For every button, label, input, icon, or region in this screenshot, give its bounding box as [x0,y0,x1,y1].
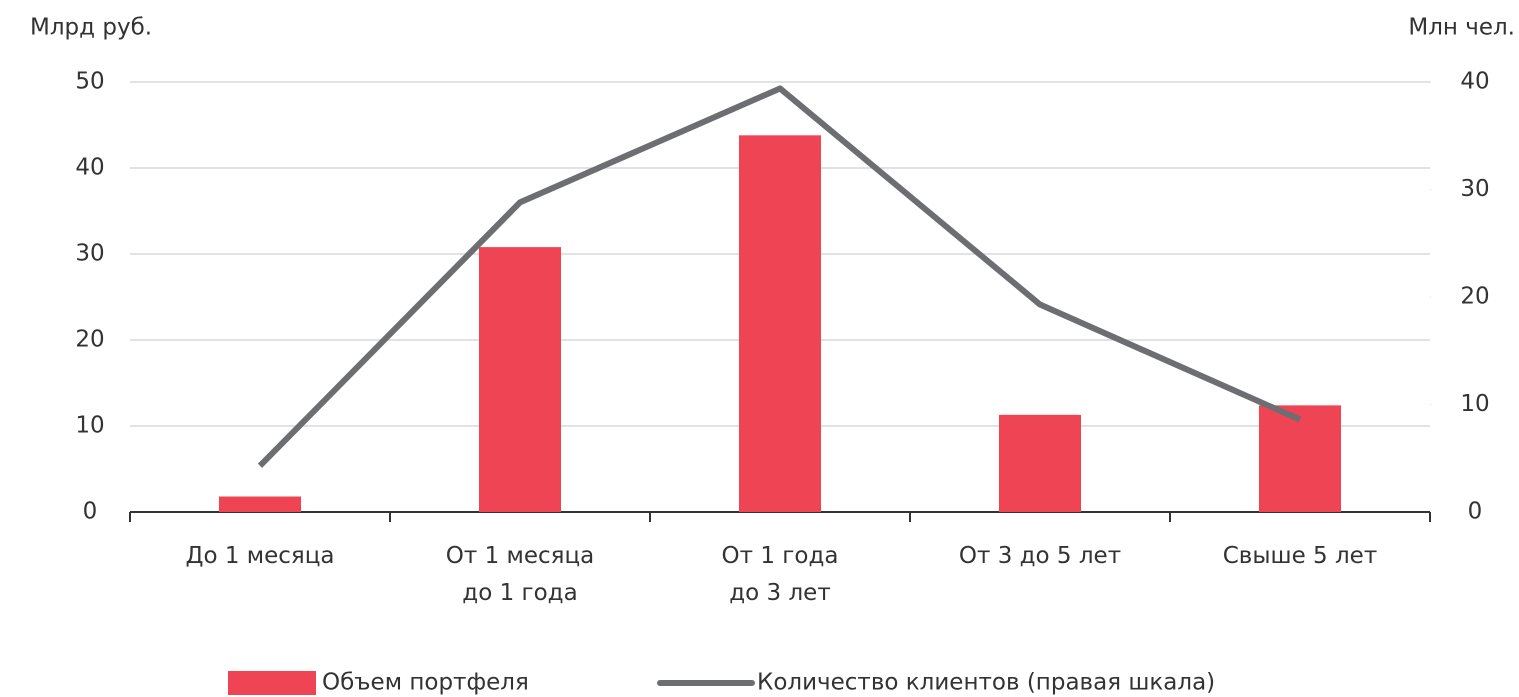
bar [219,496,301,512]
legend-label: Объем портфеля [322,670,529,696]
y2-tick-label: 10 [1460,391,1489,417]
y2-tick-label: 40 [1460,69,1489,95]
x-tick-label: От 1 месяца до 1 года [445,543,595,606]
y2-axis-label: Млн чел. [1408,15,1515,41]
bar [739,135,821,512]
legend-swatch [228,671,316,695]
x-tick-label: До 1 месяца [185,543,335,569]
x-tick-label: Свыше 5 лет [1222,543,1378,569]
y-tick-label: 20 [75,327,104,353]
bar [999,414,1081,512]
y-tick-label: 30 [75,241,104,267]
y-axis-label: Млрд руб. [30,15,152,41]
y2-tick-label: 20 [1460,284,1489,310]
bar [1259,405,1341,512]
y2-tick-label: 30 [1460,176,1489,202]
x-tick-label: От 1 года до 3 лет [721,543,839,606]
y-tick-label: 50 [75,69,104,95]
x-tick-label: От 3 до 5 лет [958,543,1122,569]
line [257,85,1302,468]
y-tick-label: 0 [83,499,98,525]
legend-label: Количество клиентов (правая шкала) [757,670,1215,696]
y-tick-label: 40 [75,155,104,181]
y2-tick-label: 0 [1468,499,1483,525]
bar [479,247,561,512]
y-tick-label: 10 [75,413,104,439]
